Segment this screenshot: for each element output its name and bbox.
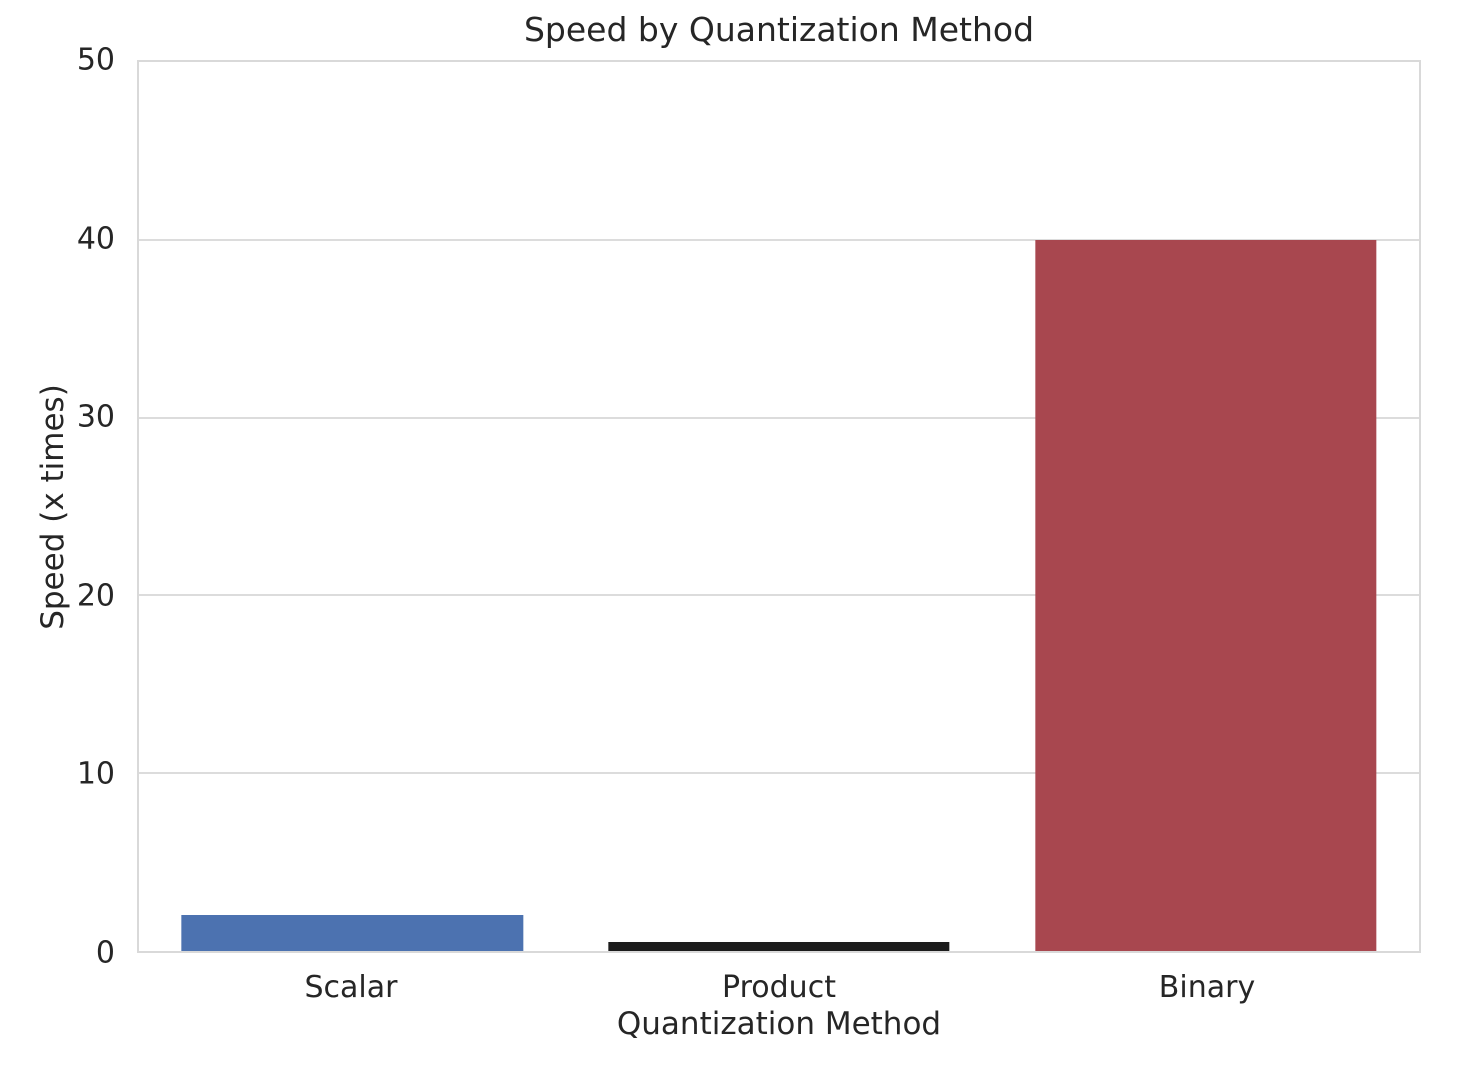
gridline-y-40	[139, 238, 1419, 241]
y-tick-label-10: 10	[76, 756, 115, 792]
y-tick-label-20: 20	[76, 578, 115, 614]
x-tick-label-scalar: Scalar	[304, 970, 398, 1005]
y-axis-tick-labels: 0 10 20 30 40 50	[0, 43, 115, 971]
x-tick-label-product: Product	[722, 970, 836, 1005]
x-tick-label-binary: Binary	[1158, 970, 1256, 1005]
y-tick-label-0: 0	[95, 935, 115, 971]
plot-area	[137, 60, 1421, 953]
gridline-y-30	[139, 416, 1419, 419]
x-axis-label: Quantization Method	[616, 1006, 942, 1042]
bar-scalar	[181, 915, 523, 951]
gridline-y-20	[139, 594, 1419, 597]
y-tick-label-40: 40	[76, 221, 115, 257]
bar-product	[608, 942, 950, 951]
chart-title: Speed by Quantization Method	[523, 10, 1035, 49]
y-tick-label-30: 30	[76, 399, 115, 435]
x-axis-tick-labels: Scalar Product Binary	[137, 970, 1421, 1008]
y-tick-label-50: 50	[76, 42, 115, 78]
bar-binary	[1034, 239, 1377, 951]
gridline-y-10	[139, 772, 1419, 775]
